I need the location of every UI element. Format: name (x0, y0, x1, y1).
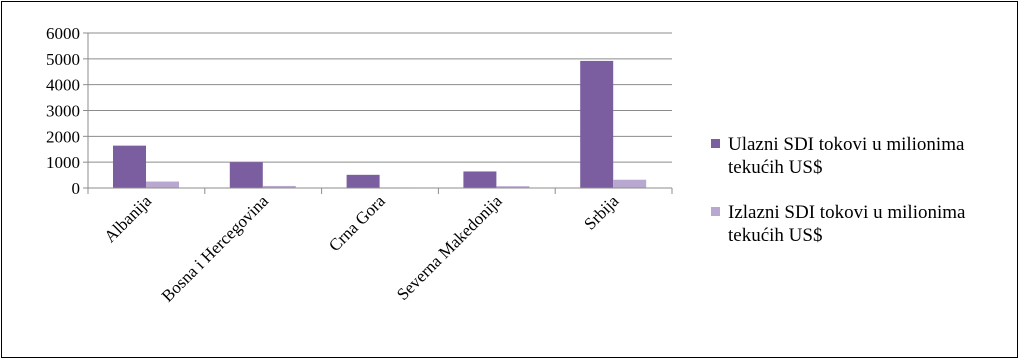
legend-label: Ulazni SDI tokovi u milionima (728, 134, 965, 155)
bars (113, 60, 647, 188)
bar-inflow (580, 60, 614, 188)
legend-label: Izlazni SDI tokovi u milionima (728, 202, 966, 223)
x-tick-label: Albanija (100, 191, 155, 246)
bar-inflow (463, 171, 497, 188)
legend-label: tekućih US$ (728, 225, 822, 246)
x-tick-label: Srbija (580, 191, 622, 233)
y-tick-label: 5000 (46, 50, 80, 69)
y-tick-label: 3000 (46, 102, 80, 121)
legend-swatch (711, 139, 720, 148)
x-tick-label: Crna Gora (325, 191, 389, 255)
x-tick-label: Bosna i Hercegovina (158, 191, 273, 306)
y-tick-label: 4000 (46, 76, 80, 95)
bar-outflow (262, 185, 296, 188)
x-tick-label: Severna Makedonija (393, 191, 506, 304)
bar-inflow (229, 162, 263, 188)
gridlines (88, 32, 672, 163)
y-tick-label: 0 (72, 179, 81, 198)
y-tick-label: 1000 (46, 153, 80, 172)
x-axis-ticks: Albanija Bosna i Hercegovina Crna Gora Seve… (87, 188, 673, 306)
bar-outflow (496, 186, 530, 188)
axes (87, 33, 672, 189)
y-tick-label: 6000 (46, 24, 80, 43)
legend-label: tekućih US$ (728, 157, 822, 178)
y-axis-ticks: 0 1000 2000 3000 4000 5000 6000 (46, 24, 88, 198)
bar-outflow (146, 181, 179, 188)
bar-inflow (346, 174, 380, 188)
y-tick-label: 2000 (46, 127, 80, 146)
legend-swatch (711, 207, 720, 216)
bar-inflow (113, 145, 146, 188)
bar-outflow (613, 179, 647, 188)
